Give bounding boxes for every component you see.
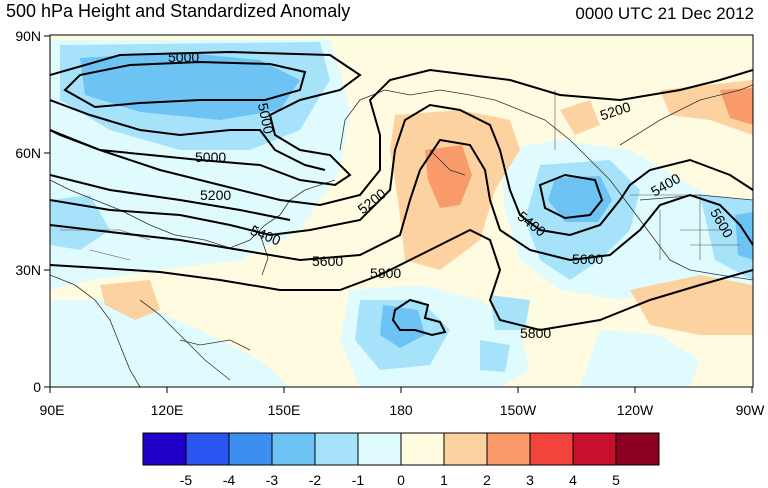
colorbar-labels: -5 -4 -3 -2 -1 0 1 2 3 4 5	[180, 472, 620, 488]
colorbar-label: -3	[266, 472, 279, 488]
contour-label-5000-c: 5000	[195, 149, 226, 165]
colorbar-swatch	[400, 432, 445, 466]
political-borders	[60, 90, 740, 261]
colorbar-swatch	[486, 432, 531, 466]
lon-label-150e: 150E	[268, 402, 301, 418]
lat-label-60n: 60N	[15, 145, 41, 161]
lat-label-30n: 30N	[15, 262, 41, 278]
lon-label-120w: 120W	[617, 402, 654, 418]
colorbar-swatch	[572, 432, 617, 466]
positive-anomaly-medium	[100, 80, 753, 335]
contour-label-5800-a: 5800	[370, 265, 401, 281]
contour-label-5600-b: 5600	[572, 251, 603, 267]
lon-label-90w: 90W	[736, 402, 766, 418]
valid-time: 0000 UTC 21 Dec 2012	[575, 4, 754, 23]
height-contours	[50, 50, 753, 337]
lon-label-90e: 90E	[40, 402, 65, 418]
colorbar-swatch	[314, 432, 359, 466]
coastlines	[50, 84, 753, 387]
lon-label-120e: 120E	[151, 402, 184, 418]
map-title: 500 hPa Height and Standardized Anomaly	[6, 1, 351, 21]
lat-label-90n: 90N	[15, 28, 41, 44]
contour-label-5000-a: 5000	[168, 49, 199, 65]
colorbar-swatch	[443, 432, 488, 466]
colorbar-label: -2	[309, 472, 322, 488]
colorbar-label: 5	[612, 472, 620, 488]
colorbar-swatch	[357, 432, 402, 466]
colorbar-label: -4	[223, 472, 236, 488]
colorbar-label: 3	[526, 472, 534, 488]
colorbar-label: -1	[352, 472, 365, 488]
colorbar-label: 1	[440, 472, 448, 488]
colorbar-swatch	[185, 432, 230, 466]
lon-tick-marks	[49, 387, 753, 393]
colorbar-swatch	[529, 432, 574, 466]
contour-label-5000-b: 5000	[255, 101, 277, 135]
colorbar-swatch	[271, 432, 316, 466]
colorbar-label: 0	[397, 472, 405, 488]
lon-label-150w: 150W	[500, 402, 537, 418]
positive-anomaly-strong	[425, 88, 753, 208]
colorbar-label: -5	[180, 472, 193, 488]
colorbar-label: 2	[483, 472, 491, 488]
colorbar	[142, 432, 660, 466]
lat-label-0: 0	[33, 379, 41, 395]
contour-label-5600-a: 5600	[312, 253, 343, 269]
lon-label-180: 180	[389, 402, 413, 418]
anomaly-field	[50, 35, 753, 387]
colorbar-swatch	[228, 432, 273, 466]
colorbar-swatch	[615, 432, 660, 466]
contour-label-5200-a: 5200	[200, 187, 231, 203]
colorbar-label: 4	[569, 472, 577, 488]
colorbar-swatch	[142, 432, 187, 466]
contour-label-5800-b: 5800	[520, 325, 551, 341]
lat-tick-marks	[44, 35, 50, 388]
